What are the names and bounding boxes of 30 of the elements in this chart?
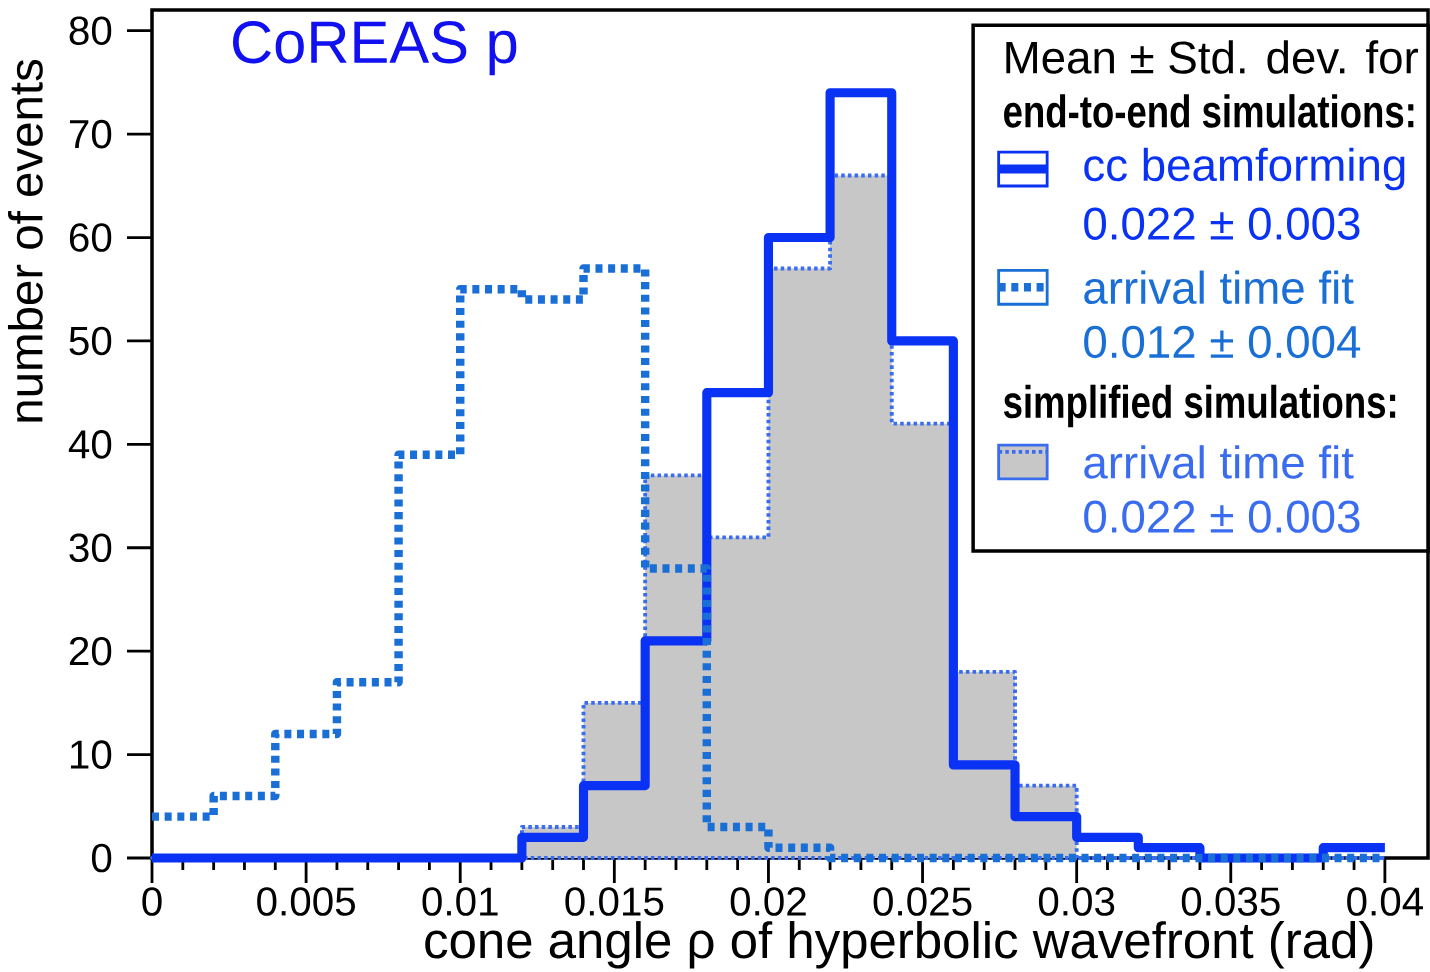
y-tick-label: 60 [69, 223, 112, 252]
annotation: 0.022 ± 0.003 [1084, 500, 1360, 533]
legend-label: arrival time fit [1084, 445, 1354, 479]
x-tick-label: 0.03 [1038, 887, 1115, 916]
annotation: 0.022 ± 0.003 [1084, 207, 1360, 240]
x-tick-label: 0.005 [257, 887, 355, 916]
y-axis-title: number of events [7, 59, 43, 422]
y-tick-label: 40 [68, 430, 112, 459]
annotation: 0.012 ± 0.004 [1084, 325, 1361, 359]
legend-label: cc beamforming [1084, 147, 1405, 191]
x-axis-title: cone angle ρ of hyperbolic wavefront (rad) [425, 921, 1373, 969]
y-tick-label: 10 [70, 740, 112, 769]
x-tick-label: 0.04 [1347, 887, 1424, 916]
y-tick-label: 30 [69, 533, 112, 563]
x-tick-label: 0.025 [873, 887, 972, 916]
y-tick-label: 0 [91, 843, 112, 873]
x-tick-label: 0 [142, 887, 162, 916]
x-tick-label: 0.02 [730, 887, 806, 916]
annotation: end-to-end simulations: [1004, 94, 1414, 128]
legend-title: Mean ± Std. dev. for [1006, 40, 1418, 74]
annotation: simplified simulations: [1003, 384, 1396, 428]
x-tick-label: 0.015 [565, 887, 664, 916]
x-tick-label: 0.035 [1181, 887, 1280, 916]
y-tick-label: 70 [69, 119, 112, 149]
y-tick-label: 50 [69, 326, 112, 356]
x-tick-label: 0.01 [422, 887, 498, 916]
y-tick-label: 20 [69, 636, 112, 666]
legend-label: arrival time fit [1084, 270, 1354, 305]
y-tick-label: 80 [69, 16, 112, 45]
annotation: CoREAS p [233, 21, 517, 76]
